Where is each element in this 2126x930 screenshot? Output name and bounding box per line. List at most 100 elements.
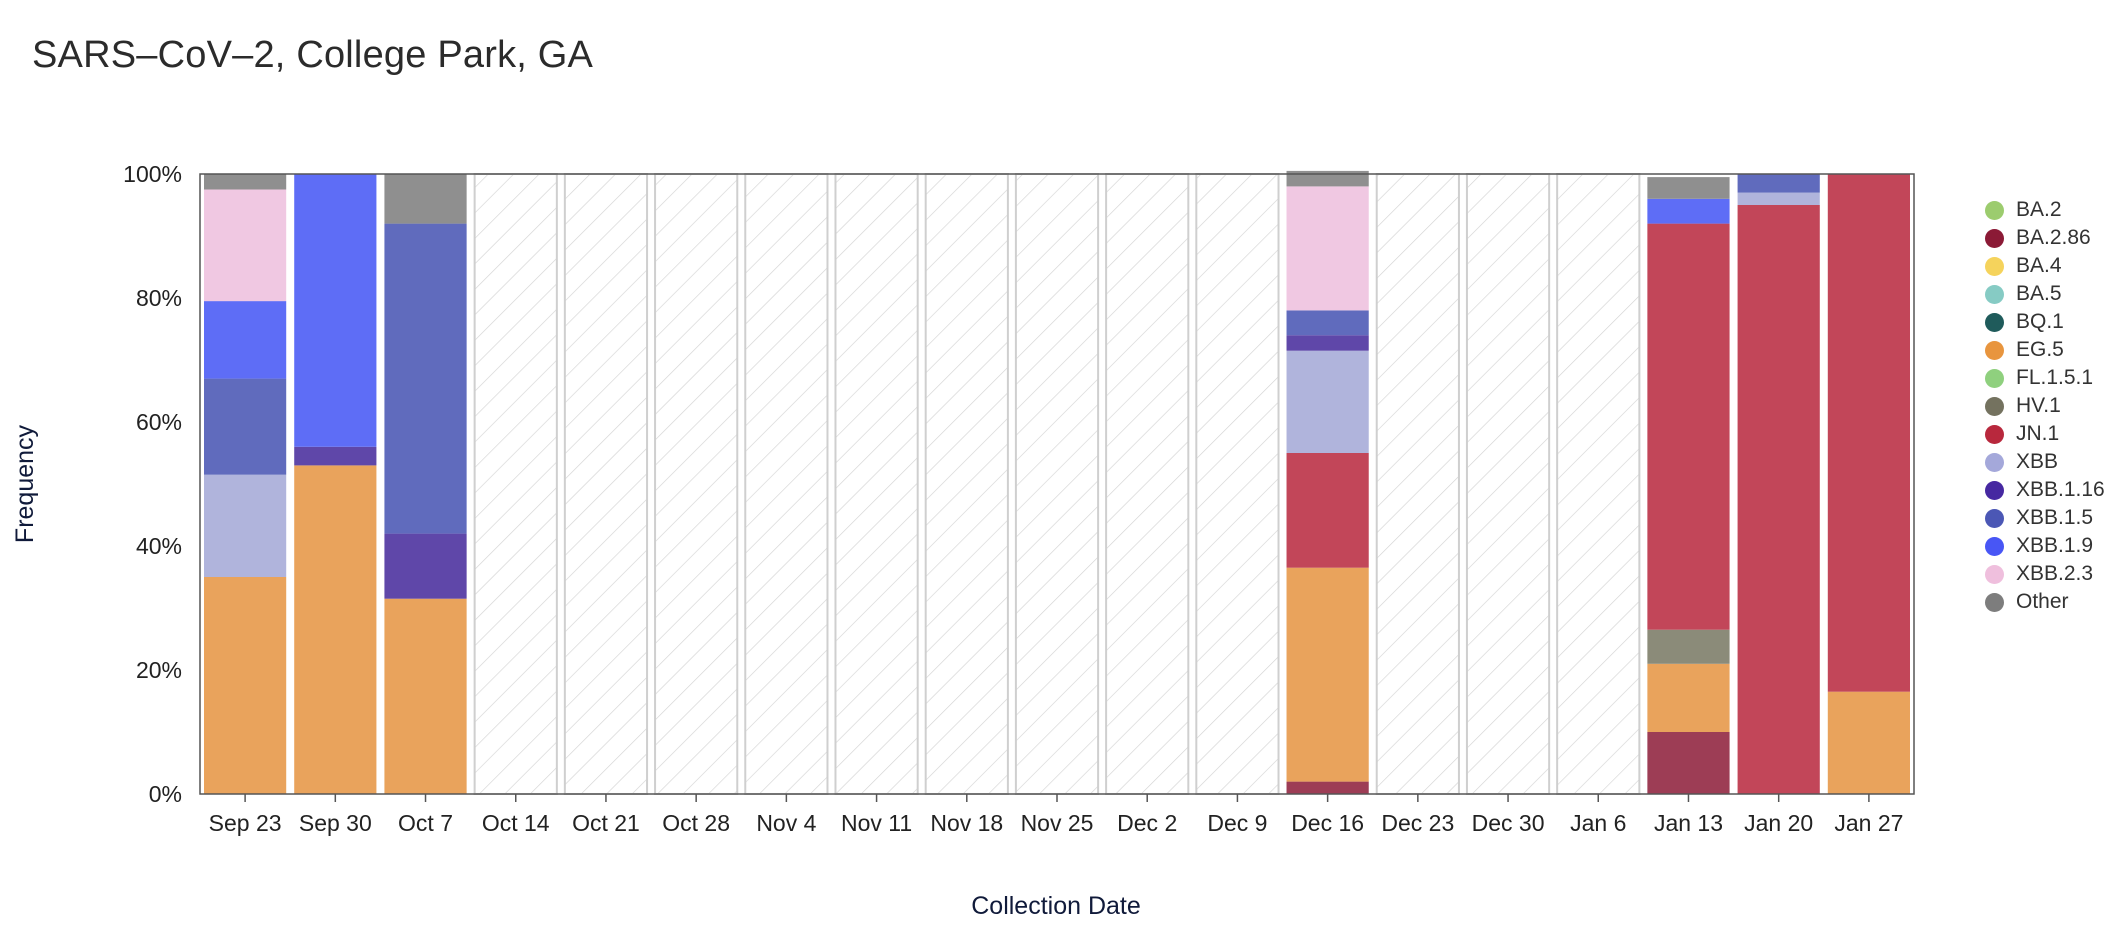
legend-label: XBB.1.5 (2016, 506, 2094, 529)
x-tick-label: Nov 18 (930, 810, 1003, 836)
legend-item: BA.2.86 (1985, 224, 2105, 252)
y-tick-label: 100% (123, 161, 182, 187)
bar-segment (384, 174, 467, 224)
no-data-column (1465, 173, 1551, 795)
legend-item: JN.1 (1985, 420, 2105, 448)
no-data-column (924, 173, 1009, 795)
legend-item: BA.2 (1985, 196, 2105, 224)
no-data-column (1556, 173, 1641, 795)
x-tick-label: Oct 14 (482, 810, 550, 836)
legend-swatch-icon (1985, 368, 2004, 388)
legend-swatch-icon (1985, 340, 2004, 360)
bar-segment (1737, 205, 1820, 794)
bar-segment (204, 474, 287, 577)
legend-label: FL.1.5.1 (2016, 366, 2094, 389)
bar-segment (1286, 170, 1369, 187)
bar-segment (294, 446, 377, 466)
x-tick-label: Oct 7 (398, 810, 453, 836)
y-tick-label: 40% (136, 533, 182, 559)
bar-segment (1286, 350, 1369, 453)
legend-swatch-icon (1985, 592, 2004, 612)
legend-label: BA.5 (2016, 282, 2062, 305)
legend-label: XBB.2.3 (2016, 562, 2094, 585)
legend-item: EG.5 (1985, 336, 2105, 364)
legend-swatch-icon (1985, 228, 2004, 248)
no-data-columns (473, 173, 1641, 795)
bar-segment (1827, 691, 1910, 794)
bar-segment (1647, 629, 1730, 664)
bar-segment (384, 223, 467, 534)
bar-segments (204, 170, 1910, 794)
bar-segment (1286, 186, 1369, 311)
x-axis-title: Collection Date (971, 892, 1141, 920)
x-axis-ticks: Sep 23 Sep 30 Oct 7 Oct 14 Oct 21 Oct 28 Nov 4… (209, 794, 1903, 836)
bar-segment (384, 533, 467, 599)
legend-item: XBB (1985, 448, 2105, 476)
legend-swatch-icon (1985, 452, 2004, 472)
bar-segment (1827, 174, 1910, 692)
legend-item: FL.1.5.1 (1985, 364, 2105, 392)
bar-segment (1286, 453, 1369, 568)
x-tick-label: Dec 16 (1291, 810, 1364, 836)
y-axis-title-group: Frequency (11, 424, 39, 543)
no-data-column (1195, 173, 1280, 795)
bar-segment (1647, 177, 1730, 199)
legend-item: XBB.1.5 (1985, 504, 2105, 532)
x-tick-label: Sep 30 (299, 810, 372, 836)
legend-label: XBB.1.16 (2016, 478, 2105, 501)
y-tick-label: 0% (149, 781, 182, 807)
legend-swatch-icon (1985, 564, 2004, 584)
x-tick-label: Oct 28 (662, 810, 730, 836)
legend-swatch-icon (1985, 536, 2004, 556)
legend-label: Other (2016, 590, 2069, 613)
x-tick-label: Jan 20 (1744, 810, 1813, 836)
bar-segment (204, 174, 287, 190)
legend-item: BQ.1 (1985, 308, 2105, 336)
x-tick-label: Nov 11 (841, 810, 912, 836)
bar-segment (204, 301, 287, 379)
no-data-column (1105, 173, 1190, 795)
legend-label: HV.1 (2016, 394, 2061, 417)
legend-item: BA.4 (1985, 252, 2105, 280)
bar-segment (1647, 663, 1730, 732)
y-tick-label: 80% (136, 285, 182, 311)
legend-swatch-icon (1985, 200, 2004, 220)
legend-label: BA.2 (2016, 198, 2062, 221)
legend-item: BA.5 (1985, 280, 2105, 308)
legend-label: EG.5 (2016, 338, 2064, 361)
bar-segment (294, 465, 377, 794)
legend-item: Other (1985, 588, 2105, 616)
bar-segment (204, 577, 287, 794)
x-tick-label: Dec 9 (1207, 810, 1267, 836)
legend: BA.2 BA.2.86 BA.4 BA.5 BQ.1 EG.5 FL.1.5.1 HV.1 J… (1985, 196, 2105, 616)
bar-segment (204, 378, 287, 475)
legend-item: XBB.1.9 (1985, 532, 2105, 560)
x-tick-label: Jan 13 (1654, 810, 1723, 836)
bar-segment (384, 598, 467, 794)
x-tick-label: Oct 21 (572, 810, 640, 836)
legend-label: BQ.1 (2016, 310, 2064, 333)
bar-segment (1647, 732, 1730, 794)
legend-item: XBB.1.16 (1985, 476, 2105, 504)
x-tick-label: Dec 30 (1472, 810, 1545, 836)
bar-segment (1286, 781, 1369, 794)
x-tick-label: Sep 23 (209, 810, 282, 836)
bar-segment (1286, 335, 1369, 351)
no-data-column (1014, 173, 1100, 795)
y-tick-label: 20% (136, 657, 182, 683)
bar-segment (1286, 567, 1369, 782)
bar-segment (1737, 174, 1820, 193)
legend-swatch-icon (1985, 284, 2004, 304)
legend-swatch-icon (1985, 424, 2004, 444)
bar-segment (204, 189, 287, 302)
no-data-column (744, 173, 829, 795)
chart-title: SARS–CoV–2, College Park, GA (32, 34, 594, 76)
stacked-bar-chart: Frequency 0% 20% 40% 60% 80% 100% Sep 23 Sep 3… (11, 161, 1915, 920)
bar-segment (1737, 192, 1820, 205)
legend-item: HV.1 (1985, 392, 2105, 420)
no-data-column (834, 173, 919, 795)
legend-label: XBB (2016, 450, 2059, 473)
x-tick-label: Jan 27 (1834, 810, 1903, 836)
legend-swatch-icon (1985, 396, 2004, 416)
no-data-column (563, 173, 649, 795)
